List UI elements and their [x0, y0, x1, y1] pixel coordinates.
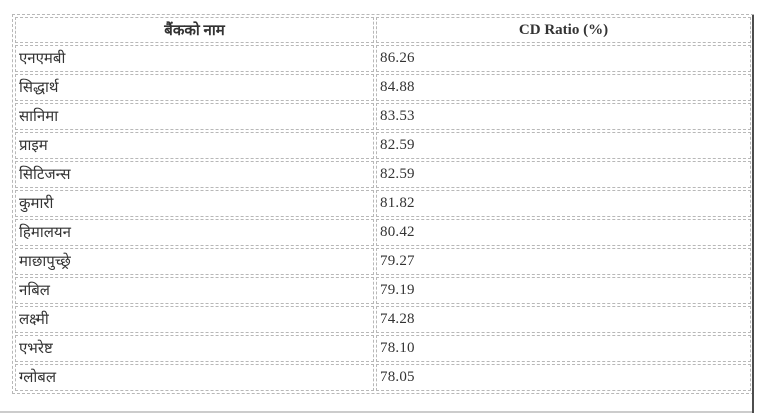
table-row: कुमारी 81.82 — [15, 190, 751, 217]
table-row: सिद्धार्थ 84.88 — [15, 74, 751, 101]
cd-ratio-cell: 82.59 — [376, 161, 751, 188]
bank-name-cell: प्राइम — [15, 132, 374, 159]
cd-ratio-cell: 82.59 — [376, 132, 751, 159]
table-row: एभरेष्ट 78.10 — [15, 335, 751, 362]
cd-ratio-cell: 83.53 — [376, 103, 751, 130]
cd-ratio-cell: 79.19 — [376, 277, 751, 304]
table-row: सानिमा 83.53 — [15, 103, 751, 130]
cd-ratio-cell: 74.28 — [376, 306, 751, 333]
cd-ratio-table: बैंकको नाम CD Ratio (%) एनएमबी 86.26 सिद… — [12, 14, 754, 394]
cd-ratio-cell: 81.82 — [376, 190, 751, 217]
cd-ratio-header: CD Ratio (%) — [376, 17, 751, 43]
bank-name-cell: एभरेष्ट — [15, 335, 374, 362]
cd-ratio-cell: 86.26 — [376, 45, 751, 72]
table-row: प्राइम 82.59 — [15, 132, 751, 159]
table-row: ग्लोबल 78.05 — [15, 364, 751, 391]
table-row: एनएमबी 86.26 — [15, 45, 751, 72]
table-row: नबिल 79.19 — [15, 277, 751, 304]
bank-name-cell: सिटिजन्स — [15, 161, 374, 188]
bottom-edge-rule — [0, 411, 754, 413]
bank-name-cell: माछापुच्छ्रे — [15, 248, 374, 275]
cd-ratio-cell: 84.88 — [376, 74, 751, 101]
cd-ratio-cell: 79.27 — [376, 248, 751, 275]
cd-ratio-cell: 80.42 — [376, 219, 751, 246]
bank-name-header: बैंकको नाम — [15, 17, 374, 43]
bank-name-cell: कुमारी — [15, 190, 374, 217]
table-row: सिटिजन्स 82.59 — [15, 161, 751, 188]
bank-name-cell: नबिल — [15, 277, 374, 304]
bank-name-cell: लक्ष्मी — [15, 306, 374, 333]
bank-name-cell: ग्लोबल — [15, 364, 374, 391]
table-row: हिमालयन 80.42 — [15, 219, 751, 246]
cd-ratio-cell: 78.05 — [376, 364, 751, 391]
bank-name-cell: सिद्धार्थ — [15, 74, 374, 101]
table-body: एनएमबी 86.26 सिद्धार्थ 84.88 सानिमा 83.5… — [15, 45, 751, 391]
bank-name-cell: एनएमबी — [15, 45, 374, 72]
right-edge-rule — [752, 15, 754, 413]
bank-name-cell: सानिमा — [15, 103, 374, 130]
table-header: बैंकको नाम CD Ratio (%) — [15, 17, 751, 43]
table-row: लक्ष्मी 74.28 — [15, 306, 751, 333]
bank-name-cell: हिमालयन — [15, 219, 374, 246]
table-row: माछापुच्छ्रे 79.27 — [15, 248, 751, 275]
cd-ratio-cell: 78.10 — [376, 335, 751, 362]
header-row: बैंकको नाम CD Ratio (%) — [15, 17, 751, 43]
